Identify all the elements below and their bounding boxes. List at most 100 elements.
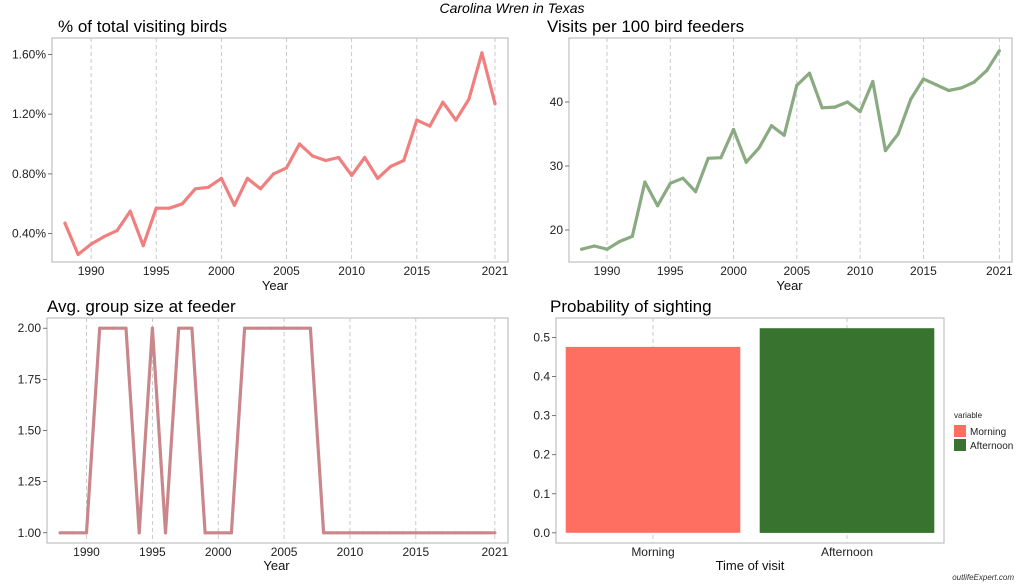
x-tick-label: 2015 xyxy=(403,264,430,278)
x-tick-label: 1995 xyxy=(139,545,166,559)
data-point xyxy=(454,118,458,122)
data-point xyxy=(630,234,634,238)
data-point xyxy=(605,247,609,251)
data-point xyxy=(389,164,393,168)
data-point xyxy=(959,86,964,90)
x-tick-label: 1990 xyxy=(594,264,621,278)
data-point xyxy=(668,181,672,185)
data-point xyxy=(245,176,249,180)
x-tick-label: 1990 xyxy=(73,545,100,559)
data-point xyxy=(348,531,352,535)
data-point xyxy=(322,531,326,535)
data-point xyxy=(896,132,900,136)
data-point xyxy=(350,173,354,177)
data-point xyxy=(271,172,276,176)
data-point xyxy=(295,326,299,330)
legend-swatch-morning xyxy=(954,425,966,437)
data-point xyxy=(180,202,184,206)
y-tick-label: 0.5 xyxy=(533,331,550,345)
data-point xyxy=(480,51,484,55)
y-tick-label: 1.00 xyxy=(18,526,42,540)
data-point xyxy=(206,185,210,189)
x-tick-label: 2010 xyxy=(338,264,365,278)
legend-label-afternoon: Afternoon xyxy=(970,441,1013,452)
series-line xyxy=(580,49,1001,251)
data-point xyxy=(681,176,685,180)
data-point xyxy=(150,326,154,330)
x-axis-label: Year xyxy=(262,278,289,293)
x-tick-label: 2021 xyxy=(481,545,508,559)
bar-morning xyxy=(565,346,741,533)
data-point xyxy=(137,531,141,535)
y-tick-label: 0.2 xyxy=(533,448,550,462)
data-point xyxy=(216,531,220,535)
data-point xyxy=(89,242,93,246)
data-point xyxy=(731,127,736,132)
figure-title: Carolina Wren in Texas xyxy=(440,0,585,16)
data-point xyxy=(972,80,976,84)
x-axis-label: Year xyxy=(263,558,290,573)
data-point xyxy=(282,326,286,330)
data-point xyxy=(141,244,145,248)
y-tick-label: 40 xyxy=(550,95,564,109)
data-point xyxy=(467,97,471,101)
data-point xyxy=(387,531,392,535)
x-tick-label: 2000 xyxy=(208,264,235,278)
y-tick-label: 1.60% xyxy=(12,47,46,61)
data-point xyxy=(427,531,431,535)
data-point xyxy=(229,531,233,535)
y-tick-label: 30 xyxy=(550,159,564,173)
x-tick-label: 2010 xyxy=(337,545,364,559)
legend-label-morning: Morning xyxy=(970,427,1006,438)
chart-panel-3: Avg. group size at feeder 1990 1995 2000 200… xyxy=(18,297,509,573)
panel-frame xyxy=(46,317,509,544)
data-point xyxy=(592,244,596,248)
watermark-text: outlifeExpert.com xyxy=(952,573,1014,582)
panel-title: Avg. group size at feeder xyxy=(47,297,236,316)
data-point xyxy=(76,252,80,257)
data-point xyxy=(744,160,748,164)
data-point xyxy=(128,209,132,213)
y-tick-label: 1.20% xyxy=(12,107,46,121)
data-point xyxy=(985,69,989,73)
x-tick-label: 1990 xyxy=(78,264,105,278)
data-point xyxy=(124,326,128,330)
legend-swatch-afternoon xyxy=(954,439,966,451)
data-point xyxy=(453,531,457,535)
x-axis-label: Time of visit xyxy=(716,558,785,573)
data-point xyxy=(493,102,497,106)
data-point xyxy=(833,105,837,109)
x-tick-label: 2005 xyxy=(273,264,300,278)
data-point xyxy=(167,206,171,210)
data-point xyxy=(401,531,405,535)
x-tick-label: 2010 xyxy=(847,264,874,278)
data-point xyxy=(337,155,341,160)
data-point xyxy=(98,326,102,330)
data-point xyxy=(871,79,875,84)
data-point xyxy=(311,154,315,158)
data-point xyxy=(934,83,938,87)
data-point xyxy=(440,531,444,535)
data-point xyxy=(84,531,89,535)
data-point xyxy=(795,83,799,87)
data-point xyxy=(909,97,913,101)
legend: variable Morning Afternoon xyxy=(954,411,1013,452)
data-point xyxy=(361,531,365,535)
data-point xyxy=(858,110,862,114)
data-point xyxy=(163,531,168,535)
data-point xyxy=(414,531,418,535)
panel-title: % of total visiting birds xyxy=(58,17,227,36)
data-point xyxy=(376,176,380,180)
y-tick-label: 0.4 xyxy=(533,370,550,384)
data-point xyxy=(284,166,289,170)
data-point xyxy=(580,247,584,251)
data-point xyxy=(769,124,774,128)
x-axis-label: Year xyxy=(776,278,803,293)
panel-frame xyxy=(555,317,945,544)
data-point xyxy=(706,156,710,160)
data-point xyxy=(493,531,497,535)
data-point xyxy=(58,531,62,535)
data-point xyxy=(256,326,260,330)
data-point xyxy=(193,187,197,191)
